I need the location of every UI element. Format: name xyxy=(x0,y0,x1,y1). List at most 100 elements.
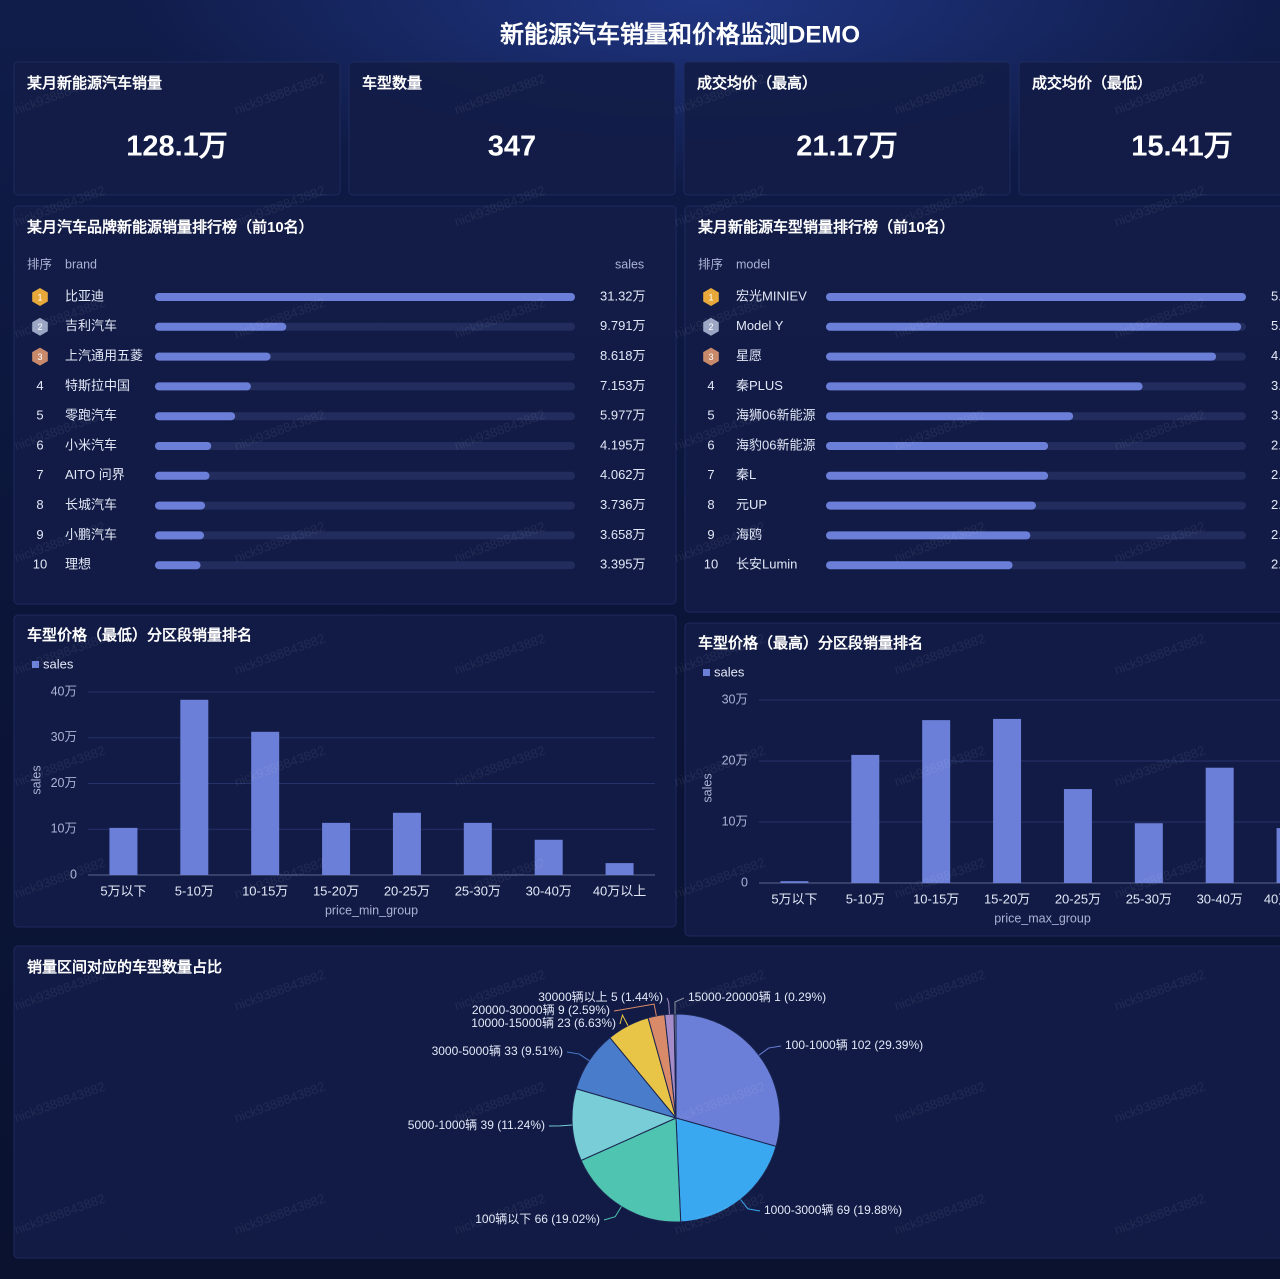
leader-line xyxy=(613,1003,657,1016)
legend-swatch xyxy=(703,669,710,676)
bar xyxy=(922,720,951,883)
rank: 3 xyxy=(37,352,42,362)
panel xyxy=(13,61,341,196)
pie-label-value: 5 (1.44%) xyxy=(611,990,663,1004)
bar xyxy=(1205,767,1234,883)
rank: 5 xyxy=(707,408,714,423)
y-tick-label: 0 xyxy=(741,875,748,889)
row-label: 特斯拉中国 xyxy=(65,378,130,393)
x-tick-label: 5-10万 xyxy=(175,883,214,898)
leader-line xyxy=(566,1051,590,1062)
bar xyxy=(155,293,575,301)
row-label: 比亚迪 xyxy=(65,288,104,303)
pie-label: 20000-30000辆 9 (2.59%) xyxy=(472,1003,610,1017)
bar xyxy=(155,352,271,361)
y-tick-label: 10万 xyxy=(51,822,77,836)
row-label: 海狮06新能源 xyxy=(736,408,815,423)
bar xyxy=(155,322,287,331)
pie-label-category: 20000-30000辆 xyxy=(472,1003,555,1017)
y-tick-label: 40万 xyxy=(51,684,77,698)
bar-track xyxy=(155,561,575,570)
legend-label: sales xyxy=(43,656,74,671)
bar xyxy=(993,718,1022,883)
value-label: 3. xyxy=(1271,378,1280,393)
rank: 1 xyxy=(708,292,713,302)
bar xyxy=(392,812,421,875)
panel xyxy=(1018,61,1280,196)
row-label: 星愿 xyxy=(736,348,762,363)
pie-label: 100-1000辆 102 (29.39%) xyxy=(785,1038,923,1052)
pie-label: 1000-3000辆 69 (19.88%) xyxy=(764,1203,902,1217)
pie-label: 100辆以下 66 (19.02%) xyxy=(475,1212,600,1226)
column-header: brand xyxy=(65,257,97,271)
row-label: 秦L xyxy=(736,467,756,482)
y-tick-label: 30万 xyxy=(51,730,77,744)
value-label: 5.977万 xyxy=(600,408,646,423)
rank: 9 xyxy=(36,527,43,542)
x-tick-label: 15-20万 xyxy=(984,891,1030,906)
rank-medal xyxy=(703,288,719,306)
y-tick-label: 20万 xyxy=(51,776,77,790)
bar xyxy=(463,822,492,875)
rank: 10 xyxy=(704,557,718,572)
rank: 5 xyxy=(36,408,43,423)
x-tick-label: 5万以下 xyxy=(100,883,146,898)
pie-slice xyxy=(675,1117,777,1223)
bar xyxy=(155,501,206,510)
rank: 4 xyxy=(36,378,43,393)
pie-slice xyxy=(673,1013,677,1119)
bar-track xyxy=(155,442,575,450)
row-label: 零跑汽车 xyxy=(65,408,117,423)
legend-swatch xyxy=(32,661,39,668)
row-label: Model Y xyxy=(736,318,784,333)
kpi-value: 21.17万 xyxy=(796,131,898,163)
value-label: 2. xyxy=(1271,467,1280,482)
panel-title: 某月汽车品牌新能源销量排行榜（前10名） xyxy=(27,218,314,236)
bar xyxy=(109,827,138,875)
column-header: model xyxy=(736,257,770,271)
bar-track xyxy=(155,471,575,480)
bar-track xyxy=(155,382,575,391)
bar xyxy=(155,531,205,540)
value-label: 2. xyxy=(1271,527,1280,542)
pie-label-value: 102 (29.39%) xyxy=(851,1038,923,1052)
bar xyxy=(826,561,1013,570)
panel xyxy=(684,205,1280,613)
pie-label: 10000-15000辆 23 (6.63%) xyxy=(471,1016,616,1030)
value-label: 8.618万 xyxy=(600,348,646,363)
value-label: 3. xyxy=(1271,408,1280,423)
bar xyxy=(826,352,1217,361)
bar-track xyxy=(155,531,575,540)
leader-line xyxy=(740,1199,761,1212)
bar xyxy=(155,471,210,480)
rank-medal xyxy=(32,347,48,366)
bar xyxy=(1063,789,1092,883)
pie-label-value: 9 (2.59%) xyxy=(558,1003,610,1017)
value-label: 2. xyxy=(1271,557,1280,572)
rank-medal xyxy=(703,317,719,336)
pie-label: 5000-1000辆 39 (11.24%) xyxy=(408,1118,545,1132)
pie-label-category: 1000-3000辆 xyxy=(764,1203,833,1217)
bar xyxy=(251,731,280,875)
x-tick-label: 40万以上 xyxy=(593,883,646,898)
rank: 7 xyxy=(707,467,714,482)
x-tick-label: 10-15万 xyxy=(242,883,288,898)
bar xyxy=(605,863,634,875)
pie-label: 3000-5000辆 33 (9.51%) xyxy=(432,1044,563,1058)
row-label: 海豹06新能源 xyxy=(736,437,815,452)
rank-medal xyxy=(32,317,48,336)
rank: 3 xyxy=(708,352,713,362)
pie-label: 30000辆以上 5 (1.44%) xyxy=(538,990,663,1004)
rank: 6 xyxy=(707,437,714,452)
kpi-value: 15.41万 xyxy=(1131,131,1233,163)
rank: 10 xyxy=(33,557,47,572)
bar xyxy=(534,839,563,875)
pie-label-value: 39 (11.24%) xyxy=(481,1118,545,1132)
pie-label-value: 1 (0.29%) xyxy=(774,990,826,1004)
panel-title: 销量区间对应的车型数量占比 xyxy=(27,958,222,976)
row-label: AITO 问界 xyxy=(65,467,125,482)
value-label: 9.791万 xyxy=(600,318,646,333)
rank: 8 xyxy=(36,497,43,512)
pie-label-value: 69 (19.88%) xyxy=(837,1203,902,1217)
